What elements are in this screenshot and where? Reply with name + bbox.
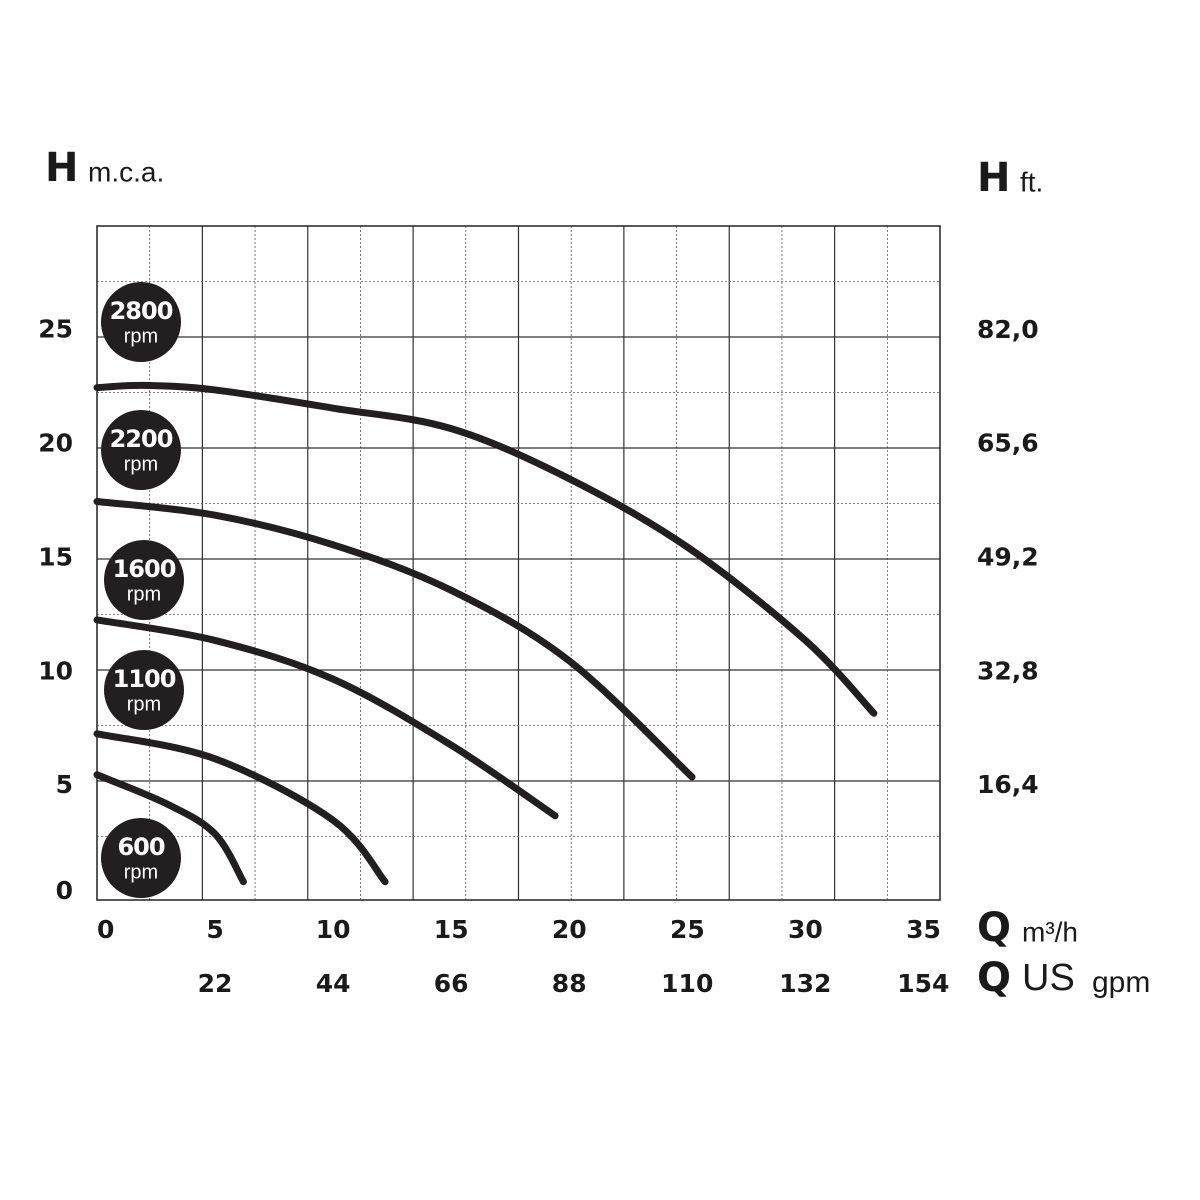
x-tick-label: 30 xyxy=(788,915,823,944)
y2-tick-label: 82,0 xyxy=(977,315,1039,344)
x-tick-label: 0 xyxy=(97,915,114,944)
x2-tick-label: 154 xyxy=(897,969,949,998)
y2-axis-symbol: H xyxy=(977,155,1010,201)
y-tick-label: 15 xyxy=(38,542,73,571)
speed-badge-unit: rpm xyxy=(124,453,158,475)
x-tick-label: 35 xyxy=(906,915,941,944)
x2-tick-label: 88 xyxy=(552,969,587,998)
pump-curve xyxy=(93,771,247,886)
speed-badge-value: 600 xyxy=(117,833,164,861)
y2-tick-label: 32,8 xyxy=(977,656,1039,685)
y2-axis-unit: ft. xyxy=(1020,166,1043,197)
x2-tick-label: 44 xyxy=(316,969,351,998)
x-axis-unit: m³/h xyxy=(1022,916,1078,947)
y-tick-label: 20 xyxy=(38,429,73,458)
speed-badge-unit: rpm xyxy=(124,325,158,347)
x2-tick-label: 66 xyxy=(434,969,469,998)
speed-badge xyxy=(101,410,181,490)
speed-badge xyxy=(104,540,184,620)
x-tick-label: 15 xyxy=(434,915,469,944)
y-tick-label: 0 xyxy=(56,876,73,905)
speed-badge-value: 2200 xyxy=(110,425,173,453)
y-axis-unit: m.c.a. xyxy=(88,156,164,187)
speed-badge-value: 1600 xyxy=(113,555,176,583)
x-axis-symbol: Q xyxy=(977,905,1011,951)
pump-curve xyxy=(93,381,878,717)
y-tick-label: 10 xyxy=(38,656,73,685)
speed-badge xyxy=(104,650,184,730)
y-tick-label: 5 xyxy=(56,770,73,799)
y2-tick-label: 49,2 xyxy=(977,542,1039,571)
speed-badge xyxy=(101,282,181,362)
x-tick-label: 20 xyxy=(552,915,587,944)
pump-curve xyxy=(93,498,696,781)
y-axis-symbol: H xyxy=(45,145,78,191)
x2-tick-label: 110 xyxy=(661,969,713,998)
speed-badge xyxy=(101,818,181,898)
speed-badge-value: 1100 xyxy=(113,665,176,693)
x2-axis-unit: gpm xyxy=(1092,966,1150,999)
speed-badge-unit: rpm xyxy=(127,693,161,715)
speed-badge-unit: rpm xyxy=(124,861,158,883)
speed-badge-value: 2800 xyxy=(110,297,173,325)
plot-frame xyxy=(96,225,941,901)
y-tick-label: 25 xyxy=(38,315,73,344)
pump-curve xyxy=(93,616,559,820)
y2-tick-label: 65,6 xyxy=(977,429,1039,458)
x-tick-label: 25 xyxy=(670,915,705,944)
x2-axis-unit: US xyxy=(1022,957,1075,999)
x2-tick-label: 22 xyxy=(198,969,233,998)
x-tick-label: 5 xyxy=(206,915,223,944)
x-tick-label: 10 xyxy=(316,915,351,944)
y2-tick-label: 16,4 xyxy=(977,770,1039,799)
x2-tick-label: 132 xyxy=(779,969,831,998)
speed-badge-unit: rpm xyxy=(127,583,161,605)
x2-axis-symbol: Q xyxy=(977,955,1011,1001)
pump-curve xyxy=(93,730,389,886)
